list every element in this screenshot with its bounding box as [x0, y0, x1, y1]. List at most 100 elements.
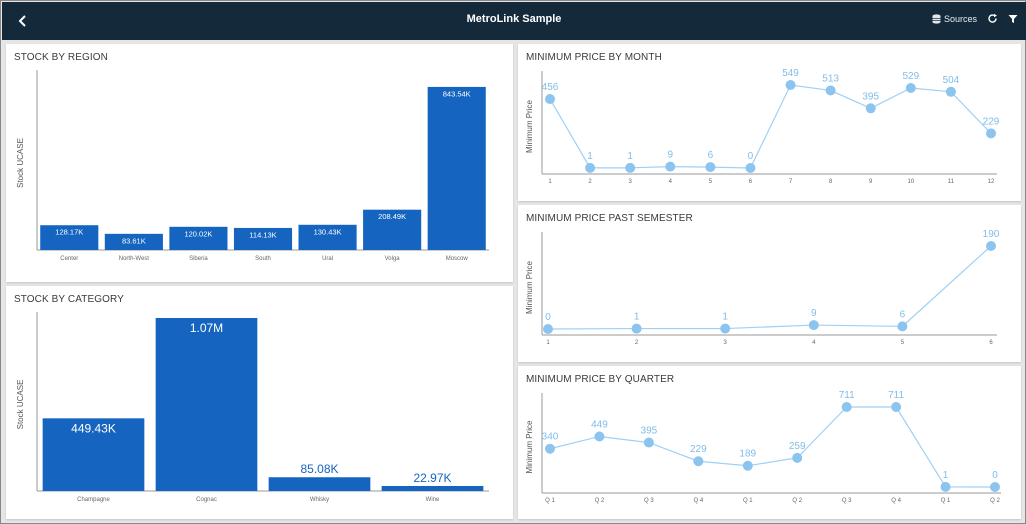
- top-bar: MetroLink Sample Sources: [2, 2, 1026, 40]
- data-label: 549: [782, 68, 799, 79]
- bar-whisky: [268, 477, 371, 491]
- data-label: 504: [943, 75, 960, 86]
- data-label: 395: [862, 91, 879, 102]
- x-tick-label: Q 3: [644, 498, 654, 504]
- x-tick-label: Q 1: [545, 498, 555, 504]
- data-label: 189: [739, 449, 756, 460]
- tile-stock-by-region: STOCK BY REGION Stock UCASE 128.17K Center…: [6, 44, 513, 282]
- x-tick-label: Champagne: [77, 497, 110, 503]
- x-tick-label: 6: [749, 179, 753, 185]
- stock-by-category-chart: Stock UCASE 449.43K Champagne 1.07M Cognac 85…: [16, 312, 489, 503]
- x-tick-label: Volga: [385, 256, 401, 262]
- data-label: 1: [634, 312, 640, 323]
- data-label: 128.17K: [55, 228, 83, 237]
- data-point: [945, 86, 956, 97]
- data-point: [986, 241, 996, 251]
- data-point: [745, 163, 756, 173]
- x-tick-label: 10: [907, 179, 914, 185]
- data-label: 120.02K: [184, 229, 212, 238]
- x-tick-label: Q 2: [595, 498, 605, 504]
- data-label: 711: [839, 390, 855, 401]
- data-point: [594, 431, 605, 442]
- data-point: [940, 481, 951, 492]
- bar-north-west: [104, 233, 163, 250]
- min-price-by-month-chart: Minimum Price456112139465065497513839595…: [525, 68, 1000, 185]
- data-label: 22.97K: [413, 471, 451, 485]
- data-label: 529: [902, 71, 919, 82]
- x-tick-label: 6: [989, 340, 993, 346]
- data-point: [625, 162, 636, 173]
- data-point: [841, 402, 852, 412]
- data-point: [643, 437, 654, 448]
- x-tick-label: 5: [901, 340, 905, 346]
- y-axis-title: Stock UCASE: [16, 380, 25, 430]
- x-tick-label: Q 1: [743, 498, 753, 504]
- data-label: 83.61K: [122, 236, 146, 245]
- data-point: [792, 452, 803, 463]
- refresh-icon: [988, 13, 997, 23]
- series-line: [549, 84, 992, 169]
- data-point: [986, 128, 996, 139]
- x-tick-label: 5: [709, 179, 713, 185]
- x-tick-label: 4: [812, 340, 816, 346]
- data-point: [905, 83, 916, 94]
- tile-title: STOCK BY REGION: [14, 52, 108, 63]
- data-label: 6: [708, 150, 714, 161]
- tile-min-price-past-semester: MINIMUM PRICE PAST SEMESTER Minimum Pric…: [518, 205, 1021, 362]
- sources-button[interactable]: Sources: [932, 14, 977, 24]
- data-label: 130.43K: [314, 227, 342, 236]
- bar-center: [40, 225, 99, 250]
- y-axis-title: Stock UCASE: [16, 138, 25, 188]
- back-button[interactable]: [12, 10, 34, 32]
- tile-min-price-by-month: MINIMUM PRICE BY MONTH Minimum Price 456 1…: [518, 44, 1021, 201]
- data-label: 1: [627, 151, 633, 162]
- tile-title: MINIMUM PRICE BY QUARTER: [526, 374, 675, 385]
- x-tick-label: Ural: [322, 256, 333, 262]
- x-tick-label: 8: [829, 179, 833, 185]
- data-point: [990, 482, 1000, 492]
- data-label: 229: [690, 444, 707, 455]
- tile-title: STOCK BY CATEGORY: [14, 294, 124, 305]
- data-point: [545, 94, 555, 105]
- data-label: 449.43K: [71, 421, 116, 435]
- x-tick-label: Wine: [426, 497, 440, 503]
- x-tick-label: Q 1: [941, 498, 951, 504]
- x-tick-label: 2: [588, 179, 592, 185]
- bar-champagne: [42, 418, 145, 491]
- filter-button[interactable]: [1008, 14, 1018, 24]
- data-point: [585, 162, 596, 173]
- x-tick-label: Q 3: [842, 498, 852, 504]
- data-point: [865, 103, 876, 114]
- data-point: [693, 456, 704, 467]
- x-tick-label: 9: [869, 179, 873, 185]
- bar-wine: [381, 486, 484, 491]
- series-line: [547, 245, 992, 330]
- data-point: [785, 80, 796, 90]
- x-tick-label: 3: [724, 340, 728, 346]
- data-label: 9: [667, 150, 673, 161]
- x-tick-label: 4: [669, 179, 673, 185]
- x-tick-label: Q 2: [990, 498, 1000, 504]
- min-price-by-quarter-chart: Minimum Price 340 Q 1 449 Q 2 395 Q 3 229 Q 4 189…: [525, 390, 1001, 504]
- x-tick-label: 2: [635, 340, 639, 346]
- x-tick-label: Q 2: [792, 498, 802, 504]
- x-tick-label: 7: [789, 179, 793, 185]
- data-point: [720, 323, 731, 334]
- min-price-past-semester-chart: Minimum Price 0 1 1 2 1 3 9 4 6 5 190 6: [525, 229, 1000, 346]
- data-point: [543, 324, 553, 334]
- data-label: 449: [591, 419, 608, 430]
- data-label: 229: [983, 116, 1000, 127]
- refresh-button[interactable]: [987, 13, 998, 24]
- data-label: 1: [943, 470, 949, 481]
- data-point: [545, 443, 555, 454]
- data-label: 6: [900, 309, 906, 320]
- data-point: [705, 162, 716, 173]
- x-tick-label: Q 4: [891, 498, 901, 504]
- x-tick-label: Cognac: [196, 497, 217, 503]
- x-tick-label: 1: [548, 179, 552, 185]
- data-label: 711: [888, 390, 904, 401]
- bar-cognac: [155, 318, 258, 491]
- x-tick-label: 11: [948, 179, 955, 185]
- data-label: 9: [811, 308, 817, 319]
